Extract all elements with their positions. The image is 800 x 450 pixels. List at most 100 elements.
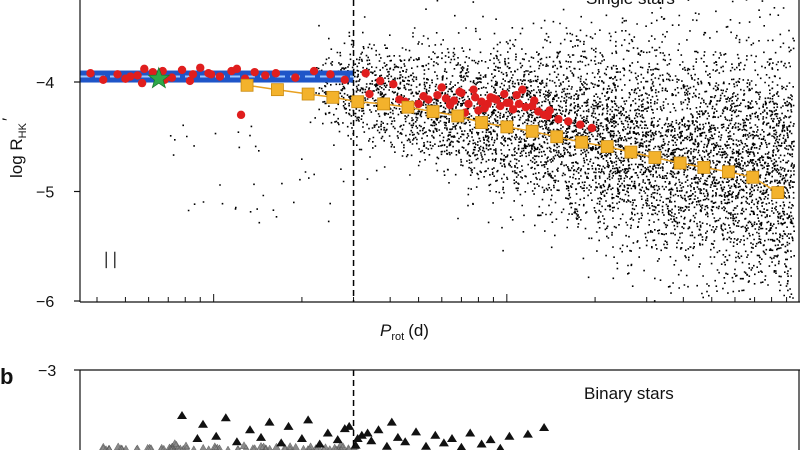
- red-point: [433, 90, 442, 100]
- sun-marker: [147, 66, 171, 89]
- triangle-point: [177, 411, 187, 419]
- panel-a: Single stars −4 −5 −6 log RHK′ Prot (d): [0, 0, 800, 343]
- red-point: [361, 69, 370, 78]
- square-point: [451, 109, 465, 123]
- red-point: [441, 94, 451, 103]
- y-tick-label: −6: [36, 294, 54, 311]
- red-point: [514, 99, 524, 109]
- red-point: [564, 117, 573, 126]
- red-point: [500, 89, 509, 99]
- triangle-point: [339, 424, 350, 433]
- triangle-points: [177, 411, 550, 450]
- square-point: [673, 156, 687, 170]
- square-point: [326, 90, 340, 104]
- square-point: [771, 186, 785, 199]
- red-point: [236, 110, 246, 120]
- red-point: [340, 75, 349, 85]
- red-points: [86, 63, 597, 133]
- red-point: [309, 66, 319, 76]
- red-point: [512, 90, 521, 100]
- square-point: [377, 97, 391, 111]
- red-point: [140, 64, 149, 74]
- red-point: [470, 93, 480, 102]
- red-point: [469, 85, 478, 94]
- triangle-point: [303, 415, 314, 424]
- triangle-point: [456, 442, 466, 450]
- red-point: [455, 87, 464, 97]
- triangle-point: [332, 435, 343, 444]
- red-point: [464, 99, 473, 109]
- triangle-point: [344, 421, 355, 430]
- square-point: [722, 165, 735, 179]
- triangle-point: [373, 425, 384, 434]
- x-axis-label-symbol: P: [380, 321, 392, 340]
- panel-b-title: Binary stars: [584, 384, 674, 403]
- red-point: [474, 106, 483, 115]
- background-field: [169, 0, 795, 302]
- triangle-point: [381, 441, 392, 450]
- square-point: [600, 140, 614, 154]
- axes-frame-b: [74, 369, 800, 450]
- square-point: [624, 145, 638, 159]
- red-point: [543, 111, 553, 121]
- triangle-point: [296, 434, 307, 442]
- triangle-point: [362, 428, 373, 437]
- square-point: [575, 135, 589, 149]
- y-tick-labels: −4 −5 −6: [36, 75, 54, 311]
- red-point: [521, 102, 530, 112]
- square-point: [401, 100, 415, 114]
- axes-frame: [74, 0, 800, 303]
- square-point: [525, 124, 539, 138]
- red-point: [518, 85, 527, 94]
- triangle-point: [522, 429, 533, 438]
- red-point: [496, 101, 505, 111]
- y-tick-label: −5: [36, 185, 54, 202]
- triangle-point: [504, 431, 515, 440]
- red-point: [389, 79, 398, 89]
- triangle-point: [264, 417, 275, 426]
- square-point: [500, 120, 514, 134]
- triangle-point: [322, 428, 333, 437]
- square-point: [746, 170, 760, 184]
- x-axis-label-sub: rot: [391, 331, 404, 343]
- y-tick-label: −4: [36, 75, 54, 92]
- background-points: [169, 0, 795, 302]
- red-point: [167, 73, 177, 82]
- red-point: [576, 120, 585, 129]
- x-axis-label-unit: (d): [408, 321, 429, 340]
- triangle-point: [314, 439, 325, 448]
- triangle-point: [231, 437, 242, 446]
- triangle-point: [485, 435, 496, 444]
- square-point: [648, 151, 662, 164]
- triangle-point: [421, 441, 431, 450]
- triangle-point: [411, 427, 421, 436]
- red-point: [419, 92, 428, 101]
- panel-b: b Binary stars −3: [0, 363, 800, 450]
- red-point: [177, 65, 187, 75]
- red-point: [121, 74, 130, 83]
- red-point: [206, 70, 216, 79]
- error-bars: [105, 251, 116, 269]
- square-point: [301, 87, 315, 101]
- red-point: [232, 64, 242, 74]
- red-point: [188, 70, 198, 79]
- y-axis-label: log RHK′: [0, 118, 29, 178]
- triangle-point: [496, 443, 505, 450]
- square-series-line: [246, 84, 779, 194]
- red-point: [492, 95, 501, 104]
- triangle-point: [220, 413, 231, 422]
- triangle-point: [366, 436, 377, 445]
- x-minor-ticks: [96, 294, 788, 302]
- triangle-point: [245, 425, 255, 434]
- red-point: [505, 98, 514, 108]
- red-point: [554, 115, 563, 124]
- triangle-point: [392, 432, 403, 441]
- square-point: [240, 78, 254, 92]
- red-point: [395, 95, 404, 104]
- red-point: [86, 69, 95, 78]
- red-point: [133, 71, 142, 80]
- red-point: [445, 100, 455, 110]
- triangle-point: [430, 430, 441, 439]
- red-point: [261, 71, 270, 80]
- red-point: [414, 99, 423, 109]
